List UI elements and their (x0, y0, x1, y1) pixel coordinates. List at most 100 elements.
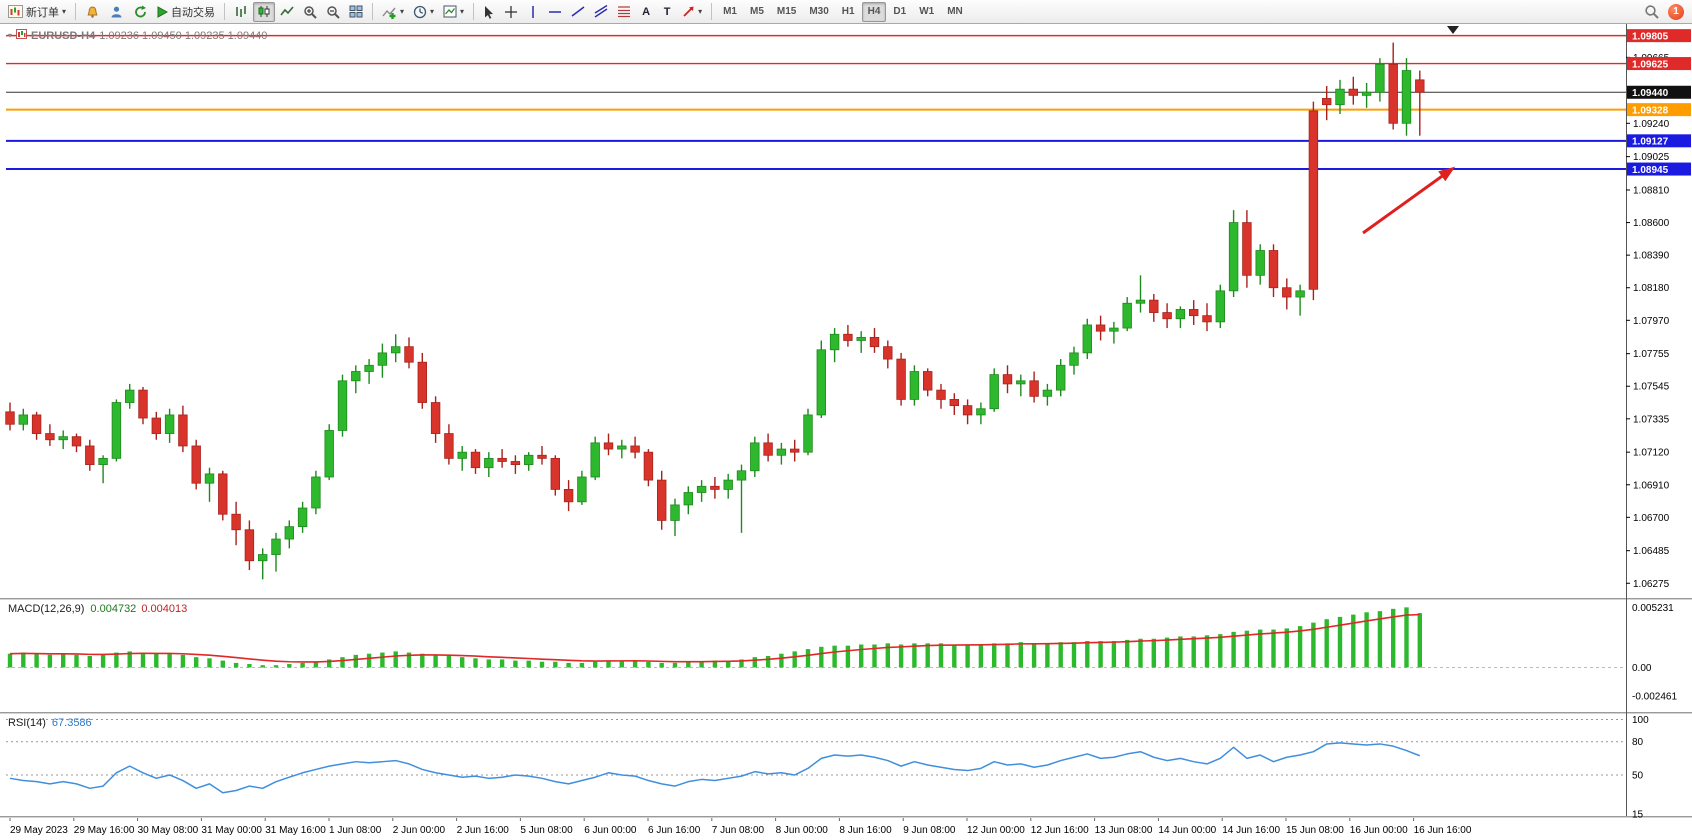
new-order-chart-icon (8, 5, 23, 18)
chart-canvas[interactable]: 0.0052310.00-0.0024611008050151.096651.0… (0, 24, 1692, 840)
crosshair-icon (504, 5, 518, 19)
price-badge: 1.09127 (1627, 134, 1691, 148)
notification-badge[interactable]: 1 (1668, 3, 1684, 20)
zoom-in-button[interactable] (299, 2, 321, 22)
candlestick-series (5, 42, 1425, 580)
timeframe-button-W1[interactable]: W1 (919, 6, 935, 17)
bar-chart-type-button[interactable] (230, 2, 252, 22)
chart-shift-marker-icon[interactable] (1447, 26, 1459, 34)
price-badge: 1.08945 (1627, 162, 1691, 176)
svg-text:1.06275: 1.06275 (1633, 579, 1670, 590)
clock-icon (413, 5, 427, 19)
timeframe-button-H1[interactable]: H1 (841, 6, 855, 17)
svg-text:0.005231: 0.005231 (1632, 603, 1674, 614)
svg-text:1.08390: 1.08390 (1633, 251, 1670, 262)
community-button[interactable] (105, 2, 128, 22)
templates-button[interactable]: ▾ (439, 2, 468, 22)
svg-text:6 Jun 16:00: 6 Jun 16:00 (648, 825, 701, 836)
svg-text:50: 50 (1632, 770, 1644, 781)
chevron-down-icon: ▾ (460, 6, 465, 16)
svg-text:14 Jun 16:00: 14 Jun 16:00 (1222, 825, 1280, 836)
svg-text:2 Jun 00:00: 2 Jun 00:00 (393, 825, 446, 836)
time-axis[interactable]: 29 May 2023 29 May 16:00 30 May 08:00 31 Ma… (9, 818, 1472, 836)
chevron-down-icon: ▾ (400, 6, 405, 16)
chart-window[interactable]: 0.0052310.00-0.0024611008050151.096651.0… (0, 24, 1692, 840)
fibonacci-button[interactable] (613, 2, 635, 22)
chevron-down-icon: ▾ (430, 6, 435, 16)
svg-text:1 Jun 08:00: 1 Jun 08:00 (329, 825, 382, 836)
auto-trading-label: 自动交易 (171, 6, 216, 19)
refresh-icon (133, 5, 148, 19)
line-chart-icon (280, 5, 294, 18)
svg-text:30 May 08:00: 30 May 08:00 (138, 825, 199, 836)
zoom-in-icon (303, 5, 317, 19)
svg-text:1.09805: 1.09805 (1632, 31, 1669, 42)
timeframe-button-M1[interactable]: M1 (723, 6, 737, 17)
timeframe-button-MN[interactable]: MN (947, 6, 963, 17)
price-axis[interactable]: 1.096651.092401.090251.088101.086001.083… (1626, 53, 1670, 590)
chevron-down-icon: ▾ (698, 6, 703, 16)
timeframe-button-H4[interactable]: H4 (861, 1, 887, 22)
svg-text:1.06485: 1.06485 (1633, 546, 1670, 557)
shapes-button[interactable]: ▾ (678, 2, 706, 22)
svg-text:2 Jun 16:00: 2 Jun 16:00 (457, 825, 510, 836)
timeframe-button-group: M1 M5 M15 M30 H1 H4 D1 W1 MN (717, 1, 969, 22)
svg-text:1.06700: 1.06700 (1633, 513, 1670, 524)
template-icon (443, 5, 457, 18)
vertical-line-button[interactable] (523, 2, 543, 22)
svg-text:15 Jun 08:00: 15 Jun 08:00 (1286, 825, 1344, 836)
alerts-button[interactable] (81, 2, 104, 22)
rsi-indicator: 100 80 50 15 (6, 715, 1649, 820)
svg-text:1.07545: 1.07545 (1633, 382, 1670, 393)
periods-button[interactable]: ▾ (409, 2, 438, 22)
svg-text:8 Jun 16:00: 8 Jun 16:00 (839, 825, 892, 836)
timeframe-button-M5[interactable]: M5 (749, 6, 764, 17)
refresh-button[interactable] (129, 2, 152, 22)
channel-button[interactable] (590, 2, 612, 22)
svg-text:1.06910: 1.06910 (1633, 480, 1670, 491)
fibonacci-icon (617, 5, 631, 18)
svg-text:100: 100 (1632, 715, 1649, 726)
zoom-out-button[interactable] (322, 2, 344, 22)
trendline-button[interactable] (567, 2, 589, 22)
horizontal-level-lines[interactable] (6, 34, 1626, 171)
chevron-down-icon: ▾ (62, 6, 67, 16)
svg-text:13 Jun 08:00: 13 Jun 08:00 (1095, 825, 1153, 836)
auto-trading-button[interactable]: 自动交易 (153, 2, 219, 22)
ohlc-bars-icon (234, 5, 248, 18)
svg-text:1.07335: 1.07335 (1633, 414, 1670, 425)
cursor-button[interactable] (479, 2, 499, 22)
svg-text:14 Jun 00:00: 14 Jun 00:00 (1158, 825, 1216, 836)
new-order-button[interactable]: 新订单 ▾ (4, 2, 70, 22)
cursor-icon (483, 5, 495, 19)
toolbar-separator (224, 3, 226, 20)
svg-text:7 Jun 08:00: 7 Jun 08:00 (712, 825, 765, 836)
svg-text:15: 15 (1632, 809, 1644, 820)
svg-text:29 May 16:00: 29 May 16:00 (74, 825, 135, 836)
search-button[interactable] (1640, 2, 1663, 22)
text-button[interactable]: A (642, 5, 651, 18)
svg-text:0.00: 0.00 (1632, 663, 1652, 674)
text-label-button[interactable]: T (663, 5, 671, 18)
svg-text:6 Jun 00:00: 6 Jun 00:00 (584, 825, 637, 836)
candlestick-icon (257, 5, 271, 18)
add-indicator-icon (382, 5, 397, 19)
horizontal-line-button[interactable] (544, 2, 566, 22)
timeframe-button-D1[interactable]: D1 (893, 6, 907, 17)
tile-windows-button[interactable] (345, 2, 367, 22)
price-badge: 1.09805 (1627, 29, 1691, 42)
new-chart-button[interactable]: ▾ (378, 2, 408, 22)
candlestick-chart-type-button[interactable] (253, 1, 276, 22)
trend-arrow-annotation[interactable] (1362, 166, 1456, 235)
timeframe-button-M30[interactable]: M30 (809, 6, 829, 17)
svg-text:1.08810: 1.08810 (1633, 185, 1670, 196)
timeframe-button-M15[interactable]: M15 (776, 6, 797, 17)
svg-text:1.08180: 1.08180 (1633, 283, 1670, 294)
svg-text:80: 80 (1632, 737, 1644, 748)
line-chart-type-button[interactable] (276, 2, 298, 22)
svg-text:8 Jun 00:00: 8 Jun 00:00 (776, 825, 829, 836)
arrow-shape-icon (682, 5, 695, 18)
toolbar-separator (473, 3, 475, 20)
crosshair-button[interactable] (500, 2, 522, 22)
price-badge: 1.09328 (1627, 103, 1691, 116)
